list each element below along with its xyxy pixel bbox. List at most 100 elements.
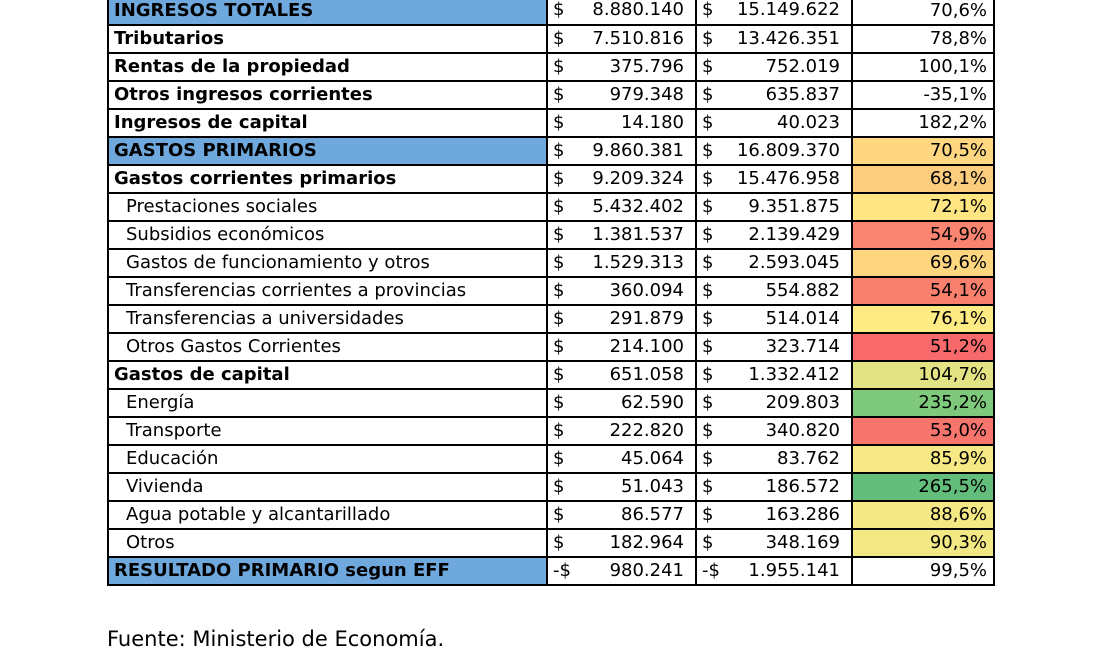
value-col-2-value: 1.955.141 — [748, 560, 840, 581]
value-col-2-cell: $635.837 — [695, 80, 853, 110]
variation-percent: 70,6% — [851, 0, 995, 26]
currency-sign: $ — [553, 112, 565, 133]
value-col-1-cell: $214.100 — [546, 332, 697, 362]
value-col-1-cell: $9.860.381 — [546, 136, 697, 166]
value-col-2-cell: $1.332.412 — [695, 360, 853, 390]
value-col-1-value: 5.432.402 — [592, 196, 684, 217]
currency-sign: $ — [553, 224, 565, 245]
currency-sign: $ — [702, 420, 714, 441]
value-col-2-value: 554.882 — [765, 280, 840, 301]
table-row: RESULTADO PRIMARIO segun EFF -$ 980.241 -$ 1… — [107, 556, 995, 586]
currency-sign: $ — [553, 476, 565, 497]
currency-sign: $ — [702, 504, 714, 525]
currency-sign: $ — [702, 140, 714, 161]
value-col-2-cell: $13.426.351 — [695, 24, 853, 54]
value-col-1-value: 1.529.313 — [592, 252, 684, 273]
value-col-1-cell: $8.880.140 — [546, 0, 697, 26]
value-col-1-value: 360.094 — [609, 280, 684, 301]
table-row: Gastos de funcionamiento y otros $1.529.3… — [107, 248, 995, 278]
value-col-2-cell: $340.820 — [695, 416, 853, 446]
row-label: Energía — [107, 388, 548, 418]
table-row: INGRESOS TOTALES $8.880.140 $15.149.622 70,… — [107, 0, 995, 26]
row-label: RESULTADO PRIMARIO segun EFF — [107, 556, 548, 586]
value-col-2-value: 2.139.429 — [748, 224, 840, 245]
table-row: Prestaciones sociales $5.432.402 $9.351.87… — [107, 192, 995, 222]
value-col-2-cell: $83.762 — [695, 444, 853, 474]
currency-sign: $ — [553, 0, 565, 20]
table-row: Gastos de capital $651.058 $1.332.412 104,7… — [107, 360, 995, 390]
value-col-1-value: 979.348 — [609, 84, 684, 105]
value-col-2-value: 16.809.370 — [736, 140, 840, 161]
variation-percent: 104,7% — [851, 360, 995, 390]
currency-sign: -$ — [702, 560, 720, 581]
value-col-1-cell: $45.064 — [546, 444, 697, 474]
variation-percent: 72,1% — [851, 192, 995, 222]
currency-sign: $ — [553, 532, 565, 553]
row-label: Otros Gastos Corrientes — [107, 332, 548, 362]
row-label: Educación — [107, 444, 548, 474]
currency-sign: $ — [553, 392, 565, 413]
currency-sign: $ — [553, 336, 565, 357]
value-col-2-value: 2.593.045 — [748, 252, 840, 273]
value-col-1-value: 182.964 — [609, 532, 684, 553]
row-label: Transferencias corrientes a provincias — [107, 276, 548, 306]
table-row: Transporte $222.820 $340.820 53,0% — [107, 416, 995, 446]
value-col-1-cell: $222.820 — [546, 416, 697, 446]
value-col-2-value: 323.714 — [765, 336, 840, 357]
row-label: Agua potable y alcantarillado — [107, 500, 548, 530]
value-col-1-value: 1.381.537 — [592, 224, 684, 245]
value-col-1-value: 375.796 — [609, 56, 684, 77]
value-col-1-cell: $7.510.816 — [546, 24, 697, 54]
currency-sign: $ — [702, 56, 714, 77]
currency-sign: $ — [702, 532, 714, 553]
value-col-1-value: 51.043 — [621, 476, 684, 497]
currency-sign: $ — [553, 420, 565, 441]
value-col-2-cell: $9.351.875 — [695, 192, 853, 222]
value-col-1-cell: $86.577 — [546, 500, 697, 530]
value-col-2-cell: $514.014 — [695, 304, 853, 334]
value-col-1-cell: $182.964 — [546, 528, 697, 558]
currency-sign: $ — [553, 84, 565, 105]
row-label: Tributarios — [107, 24, 548, 54]
value-col-1-cell: $979.348 — [546, 80, 697, 110]
table-row: GASTOS PRIMARIOS $9.860.381 $16.809.370 70,… — [107, 136, 995, 166]
row-label: Otros ingresos corrientes — [107, 80, 548, 110]
value-col-2-cell: $348.169 — [695, 528, 853, 558]
variation-percent: 70,5% — [851, 136, 995, 166]
value-col-1-cell: $9.209.324 — [546, 164, 697, 194]
table-row: Gastos corrientes primarios $9.209.324 $15… — [107, 164, 995, 194]
value-col-1-cell: $360.094 — [546, 276, 697, 306]
value-col-1-value: 8.880.140 — [592, 0, 684, 20]
currency-sign: $ — [702, 448, 714, 469]
value-col-2-value: 83.762 — [777, 448, 840, 469]
value-col-2-value: 1.332.412 — [748, 364, 840, 385]
value-col-1-cell: $651.058 — [546, 360, 697, 390]
variation-percent: 235,2% — [851, 388, 995, 418]
row-label: Rentas de la propiedad — [107, 52, 548, 82]
value-col-2-value: 13.426.351 — [736, 28, 840, 49]
value-col-1-value: 214.100 — [609, 336, 684, 357]
variation-percent: 54,9% — [851, 220, 995, 250]
value-col-2-value: 514.014 — [765, 308, 840, 329]
currency-sign: $ — [553, 28, 565, 49]
currency-sign: $ — [553, 308, 565, 329]
variation-percent: 76,1% — [851, 304, 995, 334]
currency-sign: $ — [553, 168, 565, 189]
value-col-1-cell: $291.879 — [546, 304, 697, 334]
variation-percent: 51,2% — [851, 332, 995, 362]
value-col-2-cell: $163.286 — [695, 500, 853, 530]
value-col-1-value: 45.064 — [621, 448, 684, 469]
row-label: Prestaciones sociales — [107, 192, 548, 222]
variation-percent: 90,3% — [851, 528, 995, 558]
table-row: Transferencias a universidades $291.879 $5… — [107, 304, 995, 334]
table-row: Transferencias corrientes a provincias $3… — [107, 276, 995, 306]
currency-sign: $ — [702, 336, 714, 357]
value-col-1-cell: $51.043 — [546, 472, 697, 502]
value-col-1-cell: $375.796 — [546, 52, 697, 82]
table-row: Subsidios económicos $1.381.537 $2.139.429… — [107, 220, 995, 250]
value-col-2-cell: -$ 1.955.141 — [695, 556, 853, 586]
value-col-1-value: 222.820 — [609, 420, 684, 441]
currency-sign: $ — [702, 84, 714, 105]
row-label: Gastos de funcionamiento y otros — [107, 248, 548, 278]
currency-sign: $ — [702, 112, 714, 133]
